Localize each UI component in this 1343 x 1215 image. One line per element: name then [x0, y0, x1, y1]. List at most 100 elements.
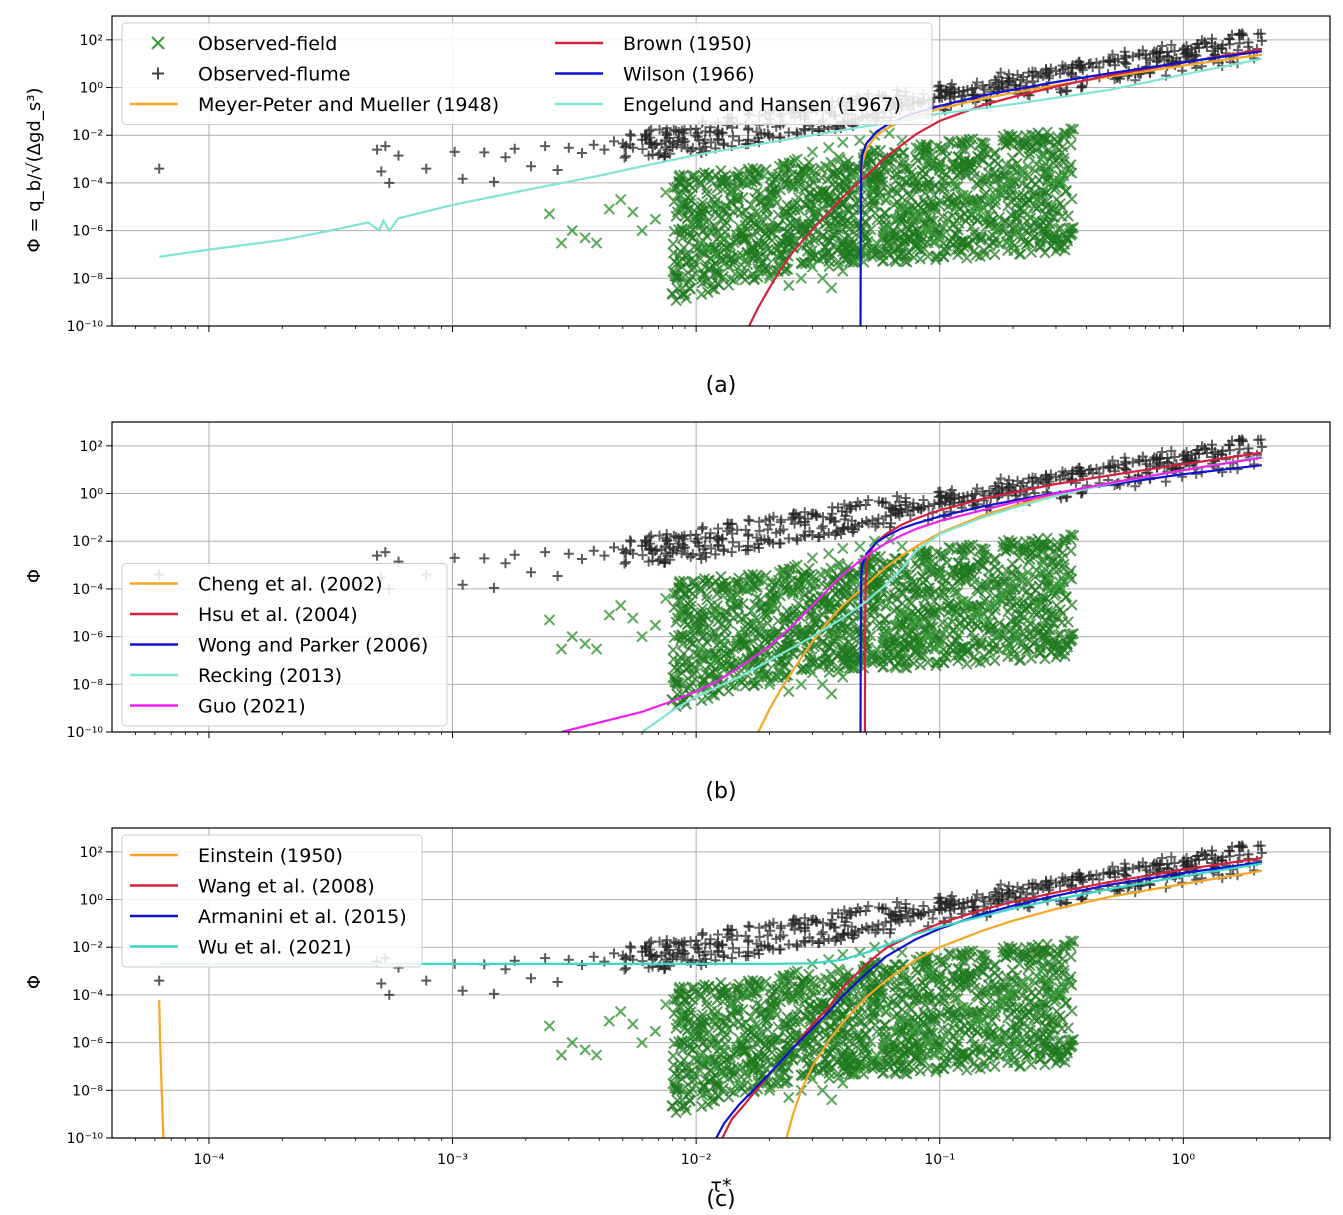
field-point: [866, 244, 878, 257]
field-point: [1039, 653, 1051, 665]
flume-point: [1105, 461, 1116, 472]
field-point: [754, 657, 766, 669]
field-point: [733, 220, 745, 233]
field-point: [878, 254, 890, 267]
field-point: [1052, 157, 1065, 170]
field-point: [805, 654, 817, 667]
field-point: [975, 173, 988, 186]
field-point: [816, 231, 828, 243]
flume-point: [713, 534, 724, 545]
flume-point: [1107, 49, 1118, 60]
field-point: [747, 242, 759, 254]
flume-point: [1256, 35, 1267, 46]
field-point: [1050, 583, 1062, 595]
field-point: [649, 619, 662, 631]
flume-point: [880, 497, 891, 508]
field-point: [1039, 631, 1052, 643]
field-point: [761, 211, 774, 223]
field-point: [804, 204, 817, 216]
flume-point: [808, 508, 819, 519]
field-point: [958, 563, 970, 576]
flume-point: [792, 535, 803, 546]
flume-point: [1050, 471, 1061, 482]
field-point: [757, 601, 769, 613]
field-point: [840, 203, 853, 216]
flume-point: [617, 544, 628, 555]
flume-point: [637, 540, 648, 551]
field-point: [773, 261, 786, 273]
field-point: [783, 685, 795, 698]
field-point: [981, 625, 994, 637]
field-point: [695, 612, 707, 624]
series-line: [159, 57, 1263, 258]
flume-point: [667, 548, 678, 559]
field-point: [673, 201, 685, 213]
panel-c: Φ τ* (c): [24, 975, 736, 1212]
panel-a-caption: (a): [706, 373, 737, 398]
flume-point: [1154, 454, 1165, 465]
field-point: [938, 183, 951, 195]
flume-point: [1154, 48, 1165, 59]
field-point: [832, 255, 845, 268]
field-point: [1027, 223, 1039, 236]
field-point: [868, 145, 880, 157]
field-point: [889, 621, 902, 633]
flume-point: [627, 548, 638, 559]
field-point: [760, 569, 772, 582]
field-point: [1043, 550, 1055, 562]
field-point: [980, 654, 992, 667]
field-point: [980, 616, 992, 628]
flume-point: [1043, 67, 1054, 78]
field-point: [803, 170, 815, 182]
flume-point: [696, 553, 707, 564]
field-point: [1002, 606, 1014, 618]
field-point: [910, 151, 922, 164]
flume-point: [1169, 452, 1180, 463]
flume-point: [637, 144, 648, 155]
field-point: [845, 233, 857, 246]
legend-a: Observed-fieldObserved-flumeMeyer-Peter …: [121, 22, 933, 125]
field-point: [1019, 535, 1032, 548]
legend-marker-plus: [152, 67, 164, 80]
flume-point: [489, 582, 500, 593]
field-point: [659, 186, 672, 199]
field-point: [732, 204, 745, 216]
field-point: [764, 223, 776, 235]
field-point: [819, 566, 832, 578]
field-point: [718, 258, 730, 270]
field-point: [709, 248, 722, 261]
field-point: [1025, 246, 1037, 258]
field-point: [720, 611, 733, 624]
field-point: [977, 560, 990, 572]
field-point: [1040, 592, 1052, 605]
field-point: [893, 609, 905, 621]
field-point: [756, 214, 768, 227]
flume-point: [783, 127, 794, 138]
field-point: [953, 217, 965, 230]
field-point: [937, 656, 950, 669]
field-point: [951, 236, 963, 248]
field-point: [751, 592, 763, 604]
field-point: [1039, 225, 1052, 237]
flume-point: [661, 534, 672, 545]
field-point: [881, 236, 894, 248]
field-point: [1050, 651, 1062, 663]
flume-point: [577, 553, 588, 564]
field-point: [740, 254, 752, 266]
flume-point: [984, 79, 995, 90]
flume-point: [697, 523, 708, 534]
field-point: [970, 156, 983, 169]
field-point: [1035, 647, 1047, 659]
field-point: [1005, 615, 1017, 627]
field-point: [916, 164, 928, 177]
field-point: [975, 579, 988, 592]
flume-point: [870, 521, 881, 532]
flume-point: [1008, 479, 1019, 490]
field-point: [720, 205, 733, 218]
flume-point: [845, 503, 856, 514]
field-point: [879, 630, 892, 643]
field-point: [816, 678, 829, 691]
flume-point: [540, 547, 551, 558]
field-point: [752, 978, 765, 991]
flume-point: [1109, 60, 1120, 71]
